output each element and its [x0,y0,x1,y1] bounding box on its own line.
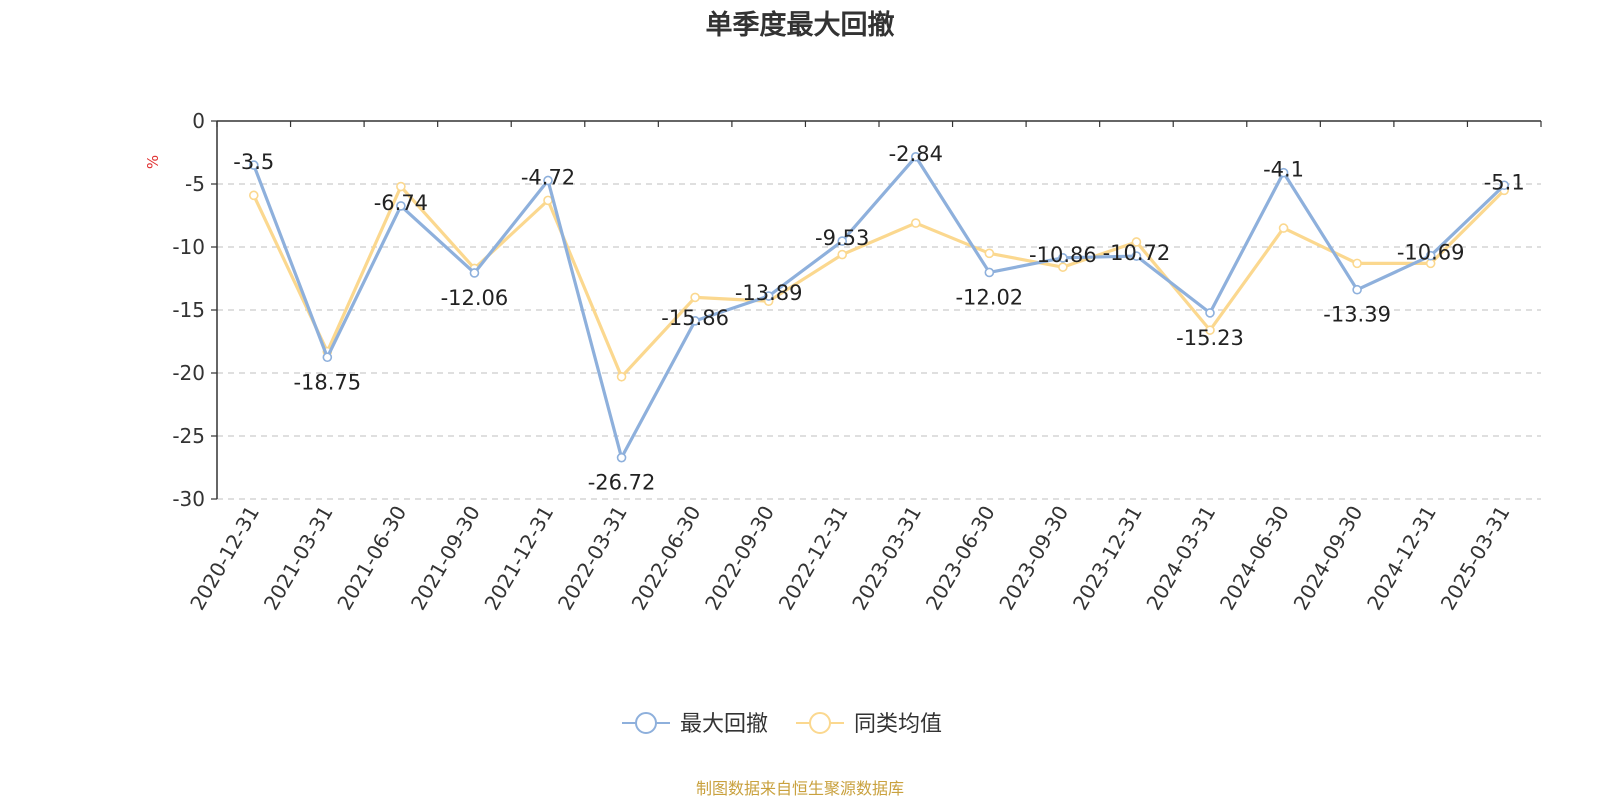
x-tick-label: 2022-09-30 [700,502,779,615]
data-labels: -3.5-18.75-6.74-12.06-4.72-26.72-15.86-1… [233,142,1524,495]
x-tick-label: 2021-09-30 [406,502,485,615]
data-point [543,175,553,186]
x-tick-label: 2023-09-30 [994,502,1073,615]
data-label: -13.39 [1323,303,1391,327]
x-tick-label: 2023-03-31 [847,502,926,615]
data-point [1131,251,1142,261]
chart-title: 单季度最大回撤 [706,9,895,41]
x-tick-label: 2023-06-30 [921,501,1000,614]
data-point [248,190,259,201]
data-point [248,160,259,170]
series-lines [248,151,1510,463]
data-label: -12.02 [955,285,1023,309]
data-point [910,218,921,228]
y-tick-label: -15 [172,298,205,322]
legend-swatch-marker [809,712,831,734]
series-line-2 [252,184,1506,379]
data-label: -6.74 [374,191,428,215]
x-tick-label: 2022-12-31 [774,502,853,615]
grid-lines [217,183,1541,500]
data-point [837,236,848,246]
x-tick-label: 2023-12-31 [1068,502,1147,615]
data-point [1205,325,1215,335]
data-label: -4.1 [1263,158,1304,182]
data-label: -10.72 [1103,241,1171,265]
y-tick-label: 0 [192,109,205,133]
data-point [469,268,480,278]
data-point [396,181,406,192]
data-point [1278,223,1289,233]
x-tick-label: 2024-09-30 [1289,502,1368,615]
data-point [690,292,700,303]
y-tick-label: -5 [185,172,205,196]
x-tick-label: 2021-12-31 [479,502,558,615]
legend-item-2[interactable]: 同类均值 [796,712,942,737]
data-label: -26.72 [588,471,656,495]
data-point [1425,250,1436,261]
data-point [763,291,774,301]
series-line-1 [252,155,1506,460]
x-tick-label: 2022-06-30 [627,502,706,615]
data-point [396,201,406,211]
data-point [837,249,848,260]
x-tick-label: 2020-12-31 [185,502,264,615]
x-tick-label: 2024-12-31 [1362,502,1441,615]
legend[interactable]: 最大回撤 同类均值 [622,712,942,737]
data-label: -12.06 [441,286,509,310]
data-label: -9.53 [815,226,869,250]
y-tick-label: -10 [172,235,205,259]
data-label: -10.69 [1397,241,1465,265]
data-point [690,316,700,326]
x-tick-label: 2024-03-31 [1141,502,1220,615]
data-point [910,151,921,162]
data-point [1499,180,1510,191]
data-label: -3.5 [233,150,274,174]
y-axis-unit-label: % [144,155,162,169]
data-label: -15.86 [661,306,729,330]
data-point [1058,262,1068,272]
data-point [1278,167,1289,178]
x-tick-label: 2021-03-31 [259,502,338,615]
data-point [322,352,333,363]
y-tick-label: -25 [172,424,205,448]
x-tick-label: 2021-06-30 [332,502,411,615]
data-point [543,195,553,206]
data-label: -13.89 [735,281,803,305]
data-point [1352,258,1362,269]
data-point [616,452,627,463]
data-label: -2.84 [889,142,943,166]
data-point [1058,253,1068,263]
data-point [1131,237,1142,247]
y-tick-label: -20 [172,361,205,385]
data-point [1352,284,1362,295]
data-point [984,248,995,259]
data-label: -5.1 [1484,170,1525,194]
data-label: -18.75 [293,370,361,394]
legend-swatch-marker [635,712,657,734]
footer-source-note: 制图数据来自恒生聚源数据库 [696,779,904,798]
legend-label: 最大回撤 [680,712,768,737]
x-tick-label: 2024-06-30 [1215,502,1294,615]
data-label: -15.23 [1176,326,1244,350]
data-point [616,371,627,382]
x-tick-label: 2022-03-31 [553,502,632,615]
data-label: -4.72 [521,165,575,189]
axes: 0-5-10-15-20-25-302020-12-312021-03-3120… [172,109,1542,615]
data-label: -10.86 [1029,243,1097,267]
y-tick-label: -30 [172,487,205,511]
data-point [984,267,995,278]
legend-label: 同类均值 [854,712,942,737]
legend-item-1[interactable]: 最大回撤 [622,712,768,737]
x-tick-label: 2025-03-31 [1436,502,1515,615]
data-point [1205,308,1215,318]
